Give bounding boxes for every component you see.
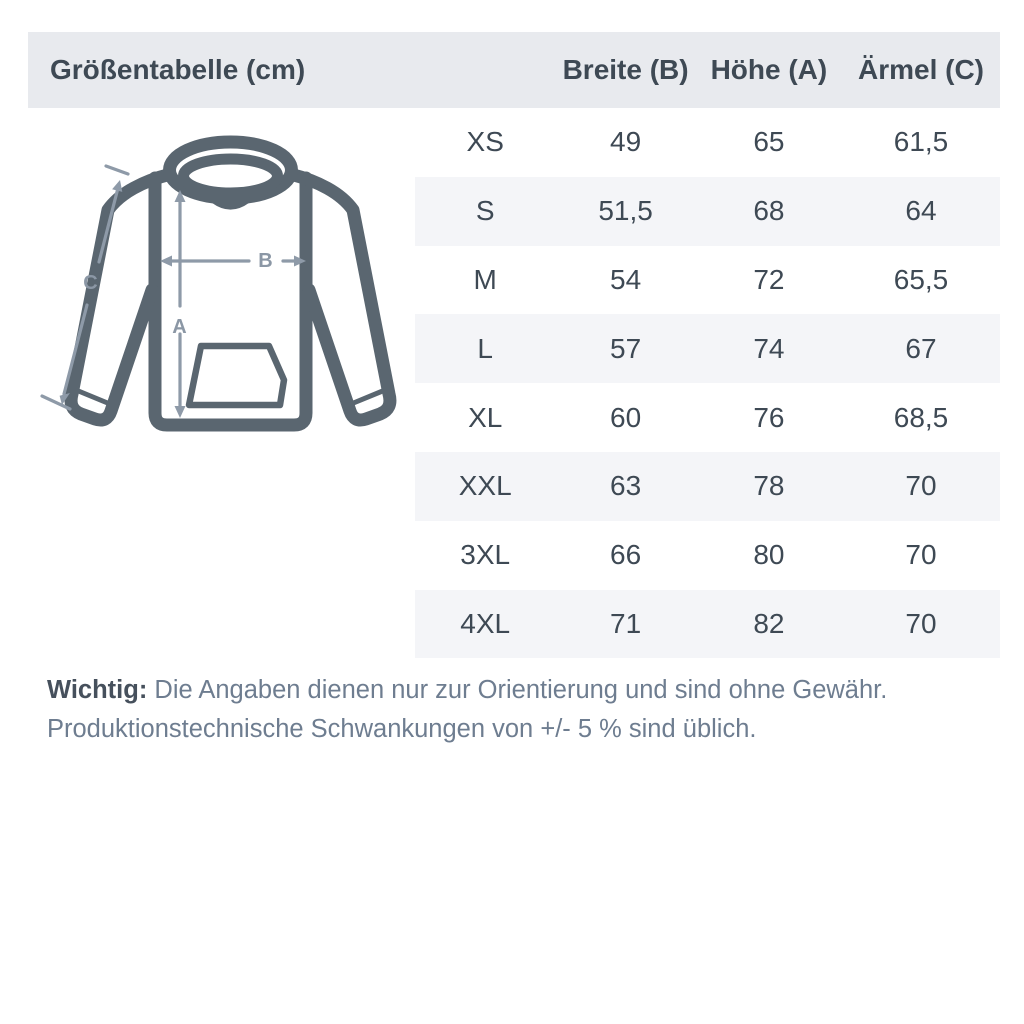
- table-row: M 54 72 65,5: [415, 245, 1000, 315]
- hoehe-value: 80: [753, 539, 785, 571]
- hoehe-value: 68: [753, 195, 785, 227]
- aermel-value: 70: [905, 539, 937, 571]
- table-header-band: Größentabelle (cm) Breite (B) Höhe (A) Ä…: [28, 32, 1000, 108]
- dim-b-arrowhead-right: [294, 255, 306, 267]
- hoehe-value: 72: [753, 263, 785, 295]
- dim-a-arrowhead-top: [174, 190, 186, 202]
- dim-c-line: [62, 186, 120, 396]
- size-label: M: [473, 263, 497, 295]
- hoodie-body-outline: [148, 171, 313, 432]
- dim-label-c: C: [83, 272, 98, 294]
- dim-a-arrowhead-bottom: [174, 406, 186, 418]
- breite-value: 57: [610, 332, 642, 364]
- hoehe-value: 82: [753, 607, 785, 639]
- hoodie-pocket: [185, 342, 288, 409]
- table-row: XL 60 76 68,5: [415, 383, 1000, 452]
- size-label: XS: [466, 126, 504, 158]
- hoodie-hood-inner: [178, 153, 283, 199]
- hoodie-right-sleeve: [283, 167, 397, 427]
- breite-value: 51,5: [598, 195, 653, 227]
- aermel-value: 70: [905, 607, 937, 639]
- breite-value: 60: [610, 401, 642, 433]
- dim-c-ticks: [40, 164, 130, 411]
- disclaimer-note: Wichtig: Die Angaben dienen nur zur Orie…: [47, 671, 977, 749]
- breite-value: 71: [610, 607, 642, 639]
- page-title: Größentabelle (cm): [50, 54, 306, 85]
- hoodie-right-cuff-line: [348, 387, 388, 407]
- dim-c-arrowhead-top: [112, 180, 123, 192]
- aermel-value: 70: [905, 470, 937, 502]
- column-header-aermel: Ärmel (C): [857, 54, 984, 85]
- dim-b-arrowhead-left: [160, 255, 172, 267]
- size-label: 3XL: [460, 539, 511, 571]
- table-row: S 51,5 68 64: [415, 176, 1000, 246]
- aermel-value: 68,5: [893, 401, 949, 433]
- breite-value: 54: [610, 263, 642, 295]
- hoehe-value: 65: [753, 126, 785, 158]
- breite-value: 66: [610, 539, 642, 571]
- table-row: XXL 63 78 70: [415, 451, 1000, 521]
- size-label: XXL: [458, 470, 512, 502]
- table-row: L 57 74 67: [415, 314, 1000, 384]
- hoehe-value: 78: [753, 470, 785, 502]
- column-header-hoehe: Höhe (A): [710, 54, 828, 85]
- breite-value: 49: [610, 126, 642, 158]
- dim-label-b: B: [258, 250, 273, 272]
- hoehe-value: 76: [753, 401, 785, 433]
- hoodie-left-sleeve: [64, 167, 178, 427]
- table-row: 4XL 71 82 70: [415, 589, 1000, 659]
- column-headers: Breite (B) Höhe (A) Ärmel (C): [415, 32, 1000, 108]
- size-label: L: [477, 332, 493, 364]
- size-table: XS 49 65 61,5 S 51,5 68 64 M 54 72 65,5 …: [415, 108, 1000, 659]
- aermel-value: 64: [905, 195, 937, 227]
- aermel-value: 67: [905, 332, 937, 364]
- table-row: XS 49 65 61,5: [415, 108, 1000, 177]
- disclaimer-bold-label: Wichtig:: [47, 676, 148, 704]
- breite-value: 63: [610, 470, 642, 502]
- hoodie-diagram: A B C: [40, 135, 397, 432]
- table-row: 3XL 66 80 70: [415, 520, 1000, 590]
- dim-label-a: A: [172, 316, 187, 338]
- hoehe-value: 74: [753, 332, 785, 364]
- disclaimer-line1: Die Angaben dienen nur zur Orientierung …: [147, 676, 888, 704]
- size-label: XL: [468, 401, 503, 433]
- column-header-breite: Breite (B): [562, 54, 689, 85]
- hoodie-neck-dip: [210, 196, 251, 210]
- dim-c-arrowhead-bottom: [59, 393, 70, 405]
- size-label: S: [475, 195, 495, 227]
- aermel-value: 65,5: [893, 263, 949, 295]
- aermel-value: 61,5: [893, 126, 949, 158]
- size-label: 4XL: [460, 607, 511, 639]
- hoodie-left-cuff-line: [73, 387, 113, 407]
- disclaimer-line2: Produktionstechnische Schwankungen von +…: [47, 715, 757, 743]
